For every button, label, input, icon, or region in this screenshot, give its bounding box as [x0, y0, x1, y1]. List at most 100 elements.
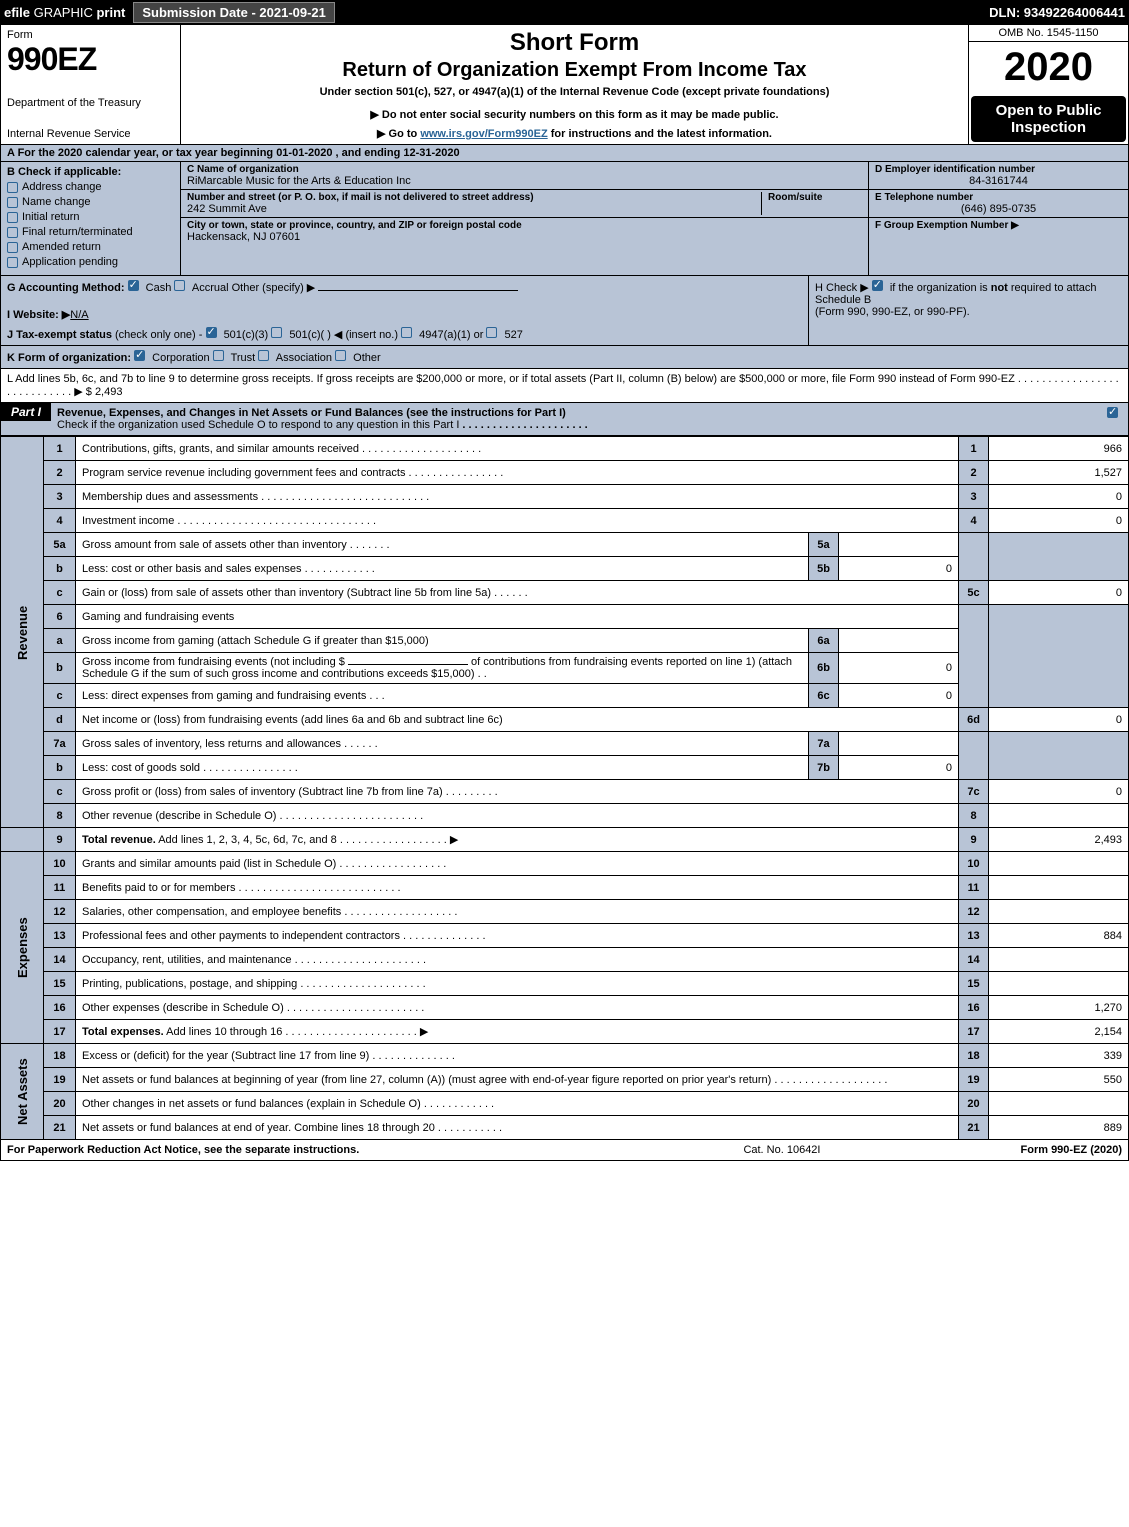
top-bar: efile GRAPHIC print Submission Date - 20… [0, 0, 1129, 24]
telephone-value: (646) 895-0735 [875, 203, 1122, 215]
line-5a-value [839, 533, 959, 557]
dln: DLN: 93492264006441 [989, 5, 1125, 20]
form-subtitle: Return of Organization Exempt From Incom… [189, 59, 960, 82]
ein-value: 84-3161744 [875, 175, 1122, 187]
part-1-label: Part I [1, 403, 51, 421]
telephone-cell: E Telephone number (646) 895-0735 [869, 190, 1128, 218]
checkbox-501c3[interactable] [206, 327, 217, 338]
checkbox-initial-return[interactable] [7, 212, 18, 223]
form-ref: Form 990-EZ (2020) [1021, 1144, 1123, 1156]
col-b-checkboxes: B Check if applicable: Address change Na… [1, 162, 181, 275]
catalog-number: Cat. No. 10642I [743, 1144, 820, 1156]
omb-number: OMB No. 1545-1150 [969, 25, 1128, 42]
instructions-link-line: ▶ Go to www.irs.gov/Form990EZ for instru… [189, 127, 960, 140]
line-2-value: 1,527 [989, 461, 1129, 485]
efile-label: efile GRAPHIC print [4, 5, 125, 20]
checkbox-trust[interactable] [213, 350, 224, 361]
accounting-method: G Accounting Method: Cash Accrual Other … [1, 276, 808, 345]
checkbox-application-pending[interactable] [7, 257, 18, 268]
ssn-notice: ▶ Do not enter social security numbers o… [189, 108, 960, 121]
line-7c-value: 0 [989, 780, 1129, 804]
line-5b-value: 0 [839, 557, 959, 581]
form-header: Form 990EZ Department of the Treasury In… [0, 24, 1129, 145]
org-address-cell: Number and street (or P. O. box, if mail… [181, 190, 868, 218]
irs-label: Internal Revenue Service [7, 128, 174, 140]
line-9-value: 2,493 [989, 828, 1129, 852]
checkbox-address-change[interactable] [7, 182, 18, 193]
line-10-value [989, 852, 1129, 876]
open-public-badge: Open to Public Inspection [971, 96, 1126, 142]
line-19-value: 550 [989, 1068, 1129, 1092]
line-7b-value: 0 [839, 756, 959, 780]
net-assets-label: Net Assets [1, 1044, 44, 1140]
checkbox-accrual[interactable] [174, 280, 185, 291]
line-16-value: 1,270 [989, 996, 1129, 1020]
form-title: Short Form [189, 29, 960, 57]
checkbox-association[interactable] [258, 350, 269, 361]
line-6c-value: 0 [839, 684, 959, 708]
line-3-value: 0 [989, 485, 1129, 509]
form-number: 990EZ [7, 41, 174, 78]
header-right: OMB No. 1545-1150 2020 Open to Public In… [968, 25, 1128, 144]
ein-cell: D Employer identification number 84-3161… [869, 162, 1128, 190]
lines-table: Revenue 1Contributions, gifts, grants, a… [0, 436, 1129, 1140]
website-value: N/A [70, 309, 88, 321]
schedule-b-check: H Check ▶ if the organization is not req… [808, 276, 1128, 345]
line-21-value: 889 [989, 1116, 1129, 1140]
checkbox-corporation[interactable] [134, 350, 145, 361]
revenue-label: Revenue [1, 437, 44, 828]
line-4-value: 0 [989, 509, 1129, 533]
dept-treasury: Department of the Treasury [7, 97, 174, 109]
org-street: 242 Summit Ave [187, 203, 755, 215]
part-1-header: Part I Revenue, Expenses, and Changes in… [0, 403, 1129, 436]
org-city: Hackensack, NJ 07601 [187, 231, 862, 243]
checkbox-4947[interactable] [401, 327, 412, 338]
line-6b-value: 0 [839, 653, 959, 684]
irs-link[interactable]: www.irs.gov/Form990EZ [420, 128, 547, 140]
col-d-identifiers: D Employer identification number 84-3161… [868, 162, 1128, 275]
checkbox-schedule-b[interactable] [872, 280, 883, 291]
line-14-value [989, 948, 1129, 972]
checkbox-other-org[interactable] [335, 350, 346, 361]
line-20-value [989, 1092, 1129, 1116]
row-l-gross-receipts: L Add lines 5b, 6c, and 7b to line 9 to … [0, 369, 1129, 403]
line-5c-value: 0 [989, 581, 1129, 605]
line-18-value: 339 [989, 1044, 1129, 1068]
org-name: RiMarcable Music for the Arts & Educatio… [187, 175, 862, 187]
row-k-form-org: K Form of organization: Corporation Trus… [0, 346, 1129, 369]
gross-receipts-amount: ▶ $ 2,493 [74, 386, 122, 398]
footer: For Paperwork Reduction Act Notice, see … [0, 1140, 1129, 1161]
checkbox-527[interactable] [486, 327, 497, 338]
org-city-cell: City or town, state or province, country… [181, 218, 868, 275]
form-under: Under section 501(c), 527, or 4947(a)(1)… [189, 86, 960, 98]
line-7a-value [839, 732, 959, 756]
line-13-value: 884 [989, 924, 1129, 948]
checkbox-501c[interactable] [271, 327, 282, 338]
line-12-value [989, 900, 1129, 924]
tax-year: 2020 [969, 42, 1128, 94]
header-left: Form 990EZ Department of the Treasury In… [1, 25, 181, 144]
line-11-value [989, 876, 1129, 900]
line-8-value [989, 804, 1129, 828]
checkbox-name-change[interactable] [7, 197, 18, 208]
checkbox-final-return[interactable] [7, 227, 18, 238]
checkbox-schedule-o[interactable] [1107, 407, 1118, 418]
form-label: Form [7, 29, 174, 41]
checkbox-amended-return[interactable] [7, 242, 18, 253]
info-grid: B Check if applicable: Address change Na… [0, 162, 1129, 276]
org-name-cell: C Name of organization RiMarcable Music … [181, 162, 868, 190]
header-center: Short Form Return of Organization Exempt… [181, 25, 968, 144]
other-method-input[interactable] [318, 290, 518, 291]
col-b-header: B Check if applicable: [7, 166, 174, 178]
line-17-value: 2,154 [989, 1020, 1129, 1044]
line-6d-value: 0 [989, 708, 1129, 732]
row-a-tax-year: A For the 2020 calendar year, or tax yea… [0, 145, 1129, 162]
checkbox-cash[interactable] [128, 280, 139, 291]
line-6a-value [839, 629, 959, 653]
row-gh: G Accounting Method: Cash Accrual Other … [0, 276, 1129, 346]
line-1-value: 966 [989, 437, 1129, 461]
col-c-org-info: C Name of organization RiMarcable Music … [181, 162, 868, 275]
line-15-value [989, 972, 1129, 996]
submission-date: Submission Date - 2021-09-21 [133, 2, 335, 23]
group-exemption-cell: F Group Exemption Number ▶ [869, 218, 1128, 275]
